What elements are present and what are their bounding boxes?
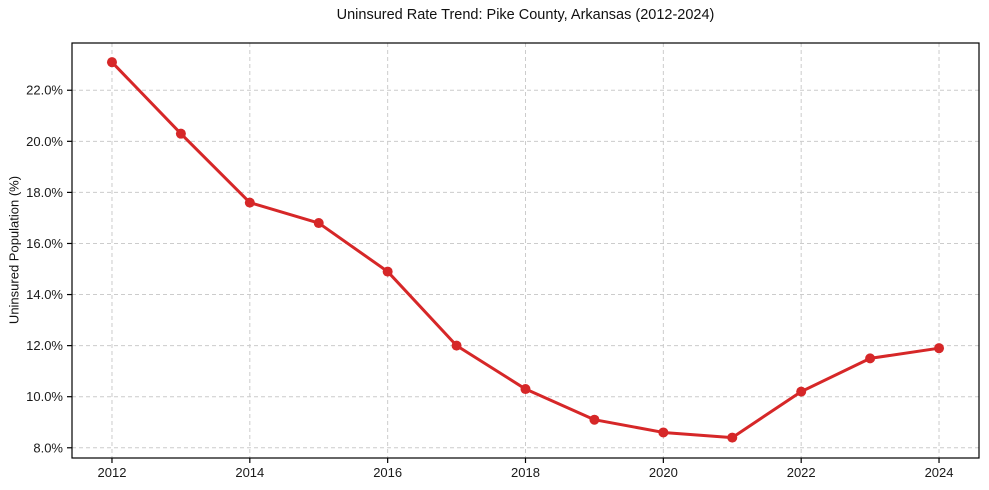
y-tick-label: 20.0%	[26, 134, 63, 149]
data-point	[658, 427, 669, 438]
y-tick-label: 14.0%	[26, 287, 63, 302]
data-point	[244, 197, 255, 208]
x-tick-label: 2018	[511, 465, 540, 480]
y-tick-label: 12.0%	[26, 338, 63, 353]
data-point	[796, 386, 807, 397]
data-point	[520, 384, 531, 395]
y-tick-label: 8.0%	[33, 440, 63, 455]
x-tick-label: 2014	[235, 465, 264, 480]
data-point	[727, 432, 738, 443]
y-tick-label: 10.0%	[26, 389, 63, 404]
data-point	[175, 128, 186, 139]
data-point	[934, 343, 945, 354]
y-tick-label: 18.0%	[26, 185, 63, 200]
x-tick-label: 2012	[98, 465, 127, 480]
data-point	[451, 340, 462, 351]
data-point	[382, 266, 393, 277]
y-tick-label: 22.0%	[26, 83, 63, 98]
data-point	[865, 353, 876, 364]
data-point	[313, 218, 324, 229]
y-tick-label: 16.0%	[26, 236, 63, 251]
data-point	[106, 57, 117, 68]
x-tick-label: 2020	[649, 465, 678, 480]
chart-title: Uninsured Rate Trend: Pike County, Arkan…	[336, 7, 715, 23]
x-tick-label: 2022	[787, 465, 816, 480]
x-tick-label: 2016	[373, 465, 402, 480]
x-tick-label: 2024	[925, 465, 954, 480]
data-point	[589, 414, 600, 425]
